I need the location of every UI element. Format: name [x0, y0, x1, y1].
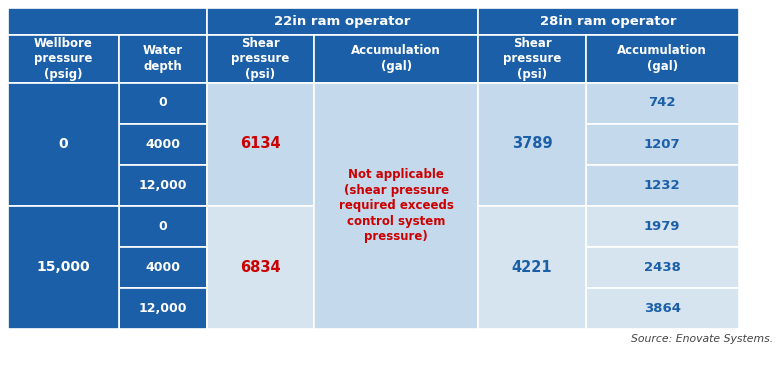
Bar: [479, 8, 739, 34]
Text: 2438: 2438: [644, 260, 680, 273]
Bar: [119, 206, 207, 247]
Text: 6134: 6134: [240, 137, 280, 151]
Bar: [314, 82, 479, 329]
Bar: [8, 206, 119, 329]
Bar: [586, 34, 739, 82]
Text: 0: 0: [159, 97, 167, 110]
Text: 4000: 4000: [145, 138, 180, 150]
Bar: [8, 8, 207, 34]
Bar: [119, 34, 207, 82]
Text: 3789: 3789: [512, 137, 552, 151]
Text: 0: 0: [59, 137, 68, 151]
Text: Shear
pressure
(psi): Shear pressure (psi): [503, 37, 562, 81]
Text: Accumulation
(gal): Accumulation (gal): [617, 44, 707, 73]
Bar: [119, 123, 207, 164]
Text: 3864: 3864: [644, 301, 680, 314]
Text: 0: 0: [159, 219, 167, 232]
Text: Source: Enovate Systems.: Source: Enovate Systems.: [631, 333, 773, 344]
Text: 4221: 4221: [512, 260, 552, 275]
Bar: [586, 164, 739, 206]
Bar: [119, 288, 207, 329]
Bar: [8, 34, 119, 82]
Text: Not applicable
(shear pressure
required exceeds
control system
pressure): Not applicable (shear pressure required …: [339, 168, 454, 243]
Bar: [586, 288, 739, 329]
Text: 12,000: 12,000: [139, 179, 187, 191]
Bar: [314, 34, 479, 82]
Bar: [119, 247, 207, 288]
Text: 22in ram operator: 22in ram operator: [274, 15, 411, 28]
Bar: [479, 206, 586, 329]
Text: 28in ram operator: 28in ram operator: [540, 15, 677, 28]
Bar: [207, 82, 314, 206]
Text: Wellbore
pressure
(psig): Wellbore pressure (psig): [34, 37, 93, 81]
Bar: [207, 34, 314, 82]
Text: 1979: 1979: [644, 219, 680, 232]
Text: 4000: 4000: [145, 260, 180, 273]
Bar: [119, 164, 207, 206]
Text: 1232: 1232: [644, 179, 680, 191]
Bar: [8, 82, 119, 206]
Bar: [479, 82, 586, 206]
Text: Water
depth: Water depth: [143, 44, 183, 73]
Bar: [207, 206, 314, 329]
Text: 6834: 6834: [240, 260, 280, 275]
Bar: [207, 8, 479, 34]
Text: 742: 742: [648, 97, 676, 110]
Bar: [586, 206, 739, 247]
Text: 15,000: 15,000: [37, 260, 91, 274]
Bar: [586, 123, 739, 164]
Bar: [586, 82, 739, 123]
Text: 12,000: 12,000: [139, 301, 187, 314]
Text: Accumulation
(gal): Accumulation (gal): [351, 44, 441, 73]
Bar: [119, 82, 207, 123]
Bar: [479, 34, 586, 82]
Bar: [586, 247, 739, 288]
Text: Shear
pressure
(psi): Shear pressure (psi): [231, 37, 290, 81]
Text: 1207: 1207: [644, 138, 680, 150]
